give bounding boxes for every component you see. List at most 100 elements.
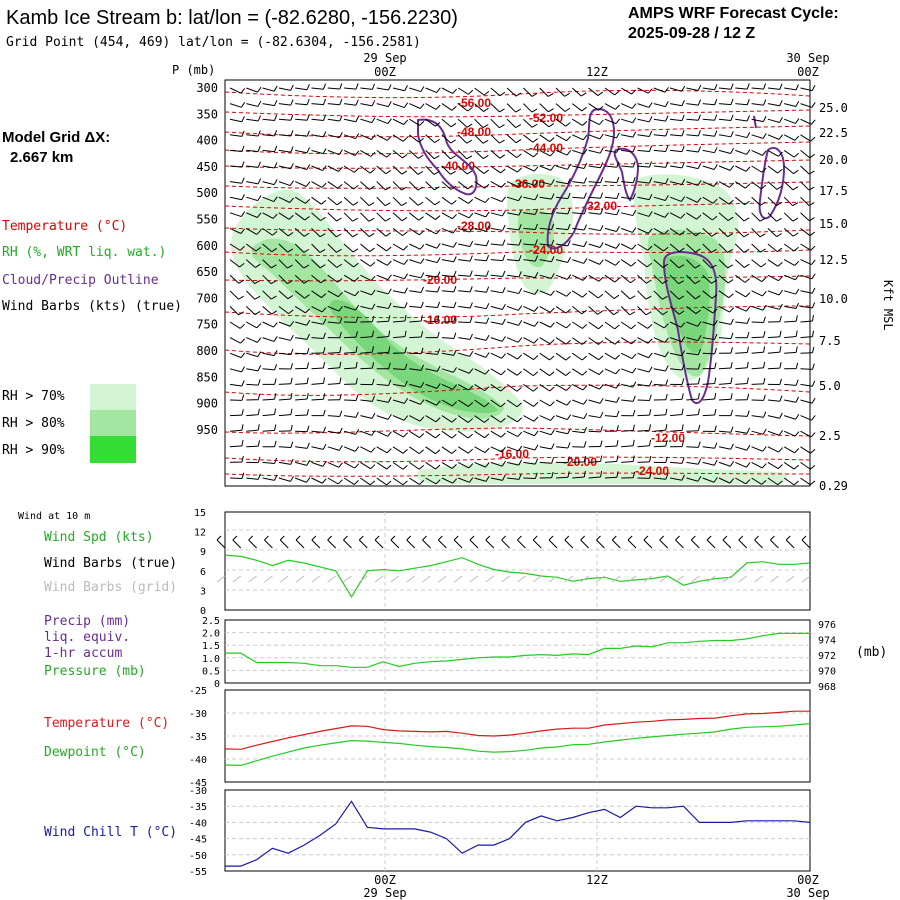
wind-barb-staff (702, 118, 715, 121)
wind-barb-flag (420, 315, 423, 322)
wind-barb-staff (360, 103, 373, 107)
wind-barb-staff (360, 259, 371, 267)
wind-barb-flag (501, 304, 506, 310)
wind-barb-staff (278, 196, 290, 203)
wind-barb-flag (648, 116, 653, 123)
wind-barb-staff (637, 290, 647, 300)
wind-barb-staff (637, 259, 648, 268)
wind-barb-flag (517, 167, 523, 173)
wind-barb-flag (433, 155, 440, 160)
wind-barb-flag (631, 89, 637, 95)
wind-barb-staff (572, 165, 585, 169)
wind-barb-staff (669, 196, 682, 202)
wind-barb-staff (784, 290, 796, 295)
wind-barb-true (754, 539, 763, 549)
wind-barb-true (738, 539, 748, 549)
wind-barb-flag (564, 107, 571, 112)
wind-barb-flag (665, 130, 669, 137)
wind-barb-staff (490, 212, 503, 217)
wind-barb-flag (583, 258, 588, 264)
wind-barb-staff (392, 196, 402, 206)
wind-barb-flag (352, 217, 359, 222)
wind-barb-flag (371, 430, 376, 436)
wind-barb-staff (262, 196, 274, 203)
wind-barb-flag (417, 201, 424, 206)
wind-barb-flag (547, 93, 554, 97)
wind-barb-flag (665, 161, 669, 168)
wind-barb-staff (506, 118, 517, 128)
wind-barb-staff (555, 196, 568, 200)
rh-legend-70: RH > 70% (2, 389, 65, 404)
wind-barb-flag (713, 181, 718, 187)
wind-barb-flag (241, 177, 245, 184)
wind-barb-staff (800, 259, 812, 265)
wind-barb-flag (811, 259, 816, 265)
wind-barb-flag (763, 377, 766, 385)
wind-barb-flag (600, 208, 604, 215)
wind-barb-true (422, 539, 431, 549)
wind-barb-flag (518, 239, 522, 246)
wind-barb-staff (409, 87, 421, 93)
wind-barb-staff (474, 383, 485, 392)
wind-barb-flag (419, 244, 425, 250)
wind-barb-flag (241, 394, 245, 401)
wind-barb-flag (549, 386, 555, 392)
wind-barb-staff (718, 398, 732, 401)
wind-barb-staff (425, 165, 435, 175)
wind-barb-flag (484, 402, 490, 408)
wind-barb-staff (718, 196, 730, 205)
wind-barb-flag (567, 240, 571, 247)
legend-wind-barbs-true: Wind Barbs (true) (44, 556, 177, 571)
wind-chill-yticks: -55-50-45-40-35-30 (189, 786, 207, 878)
wind-barb-staff (457, 383, 470, 391)
wind-barb-flag (648, 366, 653, 373)
wind-barb-flag (322, 377, 325, 384)
wind-barb-flag (272, 213, 278, 219)
wind-barb-flag (287, 295, 294, 300)
wind-barb-true-flag (311, 535, 317, 541)
wind-barb-grid (343, 575, 352, 583)
wind-barb-flag (714, 377, 717, 384)
wind-barb-staff (718, 290, 730, 299)
wind-barb-staff (539, 290, 551, 296)
wind-barb-staff (425, 430, 436, 439)
wind-barb-staff (441, 196, 452, 205)
pressure-tick-label: 900 (196, 397, 218, 411)
wind-barb-flag (468, 89, 474, 95)
wind-barb-staff (751, 165, 763, 173)
wind-barb-flag (355, 316, 359, 323)
wind-barb-flag (339, 317, 343, 324)
wind-barb-staff (735, 382, 748, 385)
wind-barb-grid (611, 575, 621, 583)
wind-barb-true (264, 539, 273, 549)
wind-barb-true (343, 539, 352, 549)
wind-barb-grid (422, 575, 431, 583)
wind-barb-staff (246, 227, 257, 235)
wind-barb-flag (287, 264, 293, 269)
wind-barb-flag (681, 364, 685, 371)
wind-barb-flag (419, 480, 425, 485)
wind-barb-flag (580, 92, 587, 97)
wind-barb-flag (600, 192, 604, 199)
wind-barb-grid (722, 575, 732, 583)
wind-barb-staff (767, 196, 777, 206)
wind-barb-flag (778, 447, 783, 453)
wind-barb-flag (500, 402, 506, 408)
wind-barb-flag (567, 428, 571, 434)
wind-barb-staff (506, 181, 519, 187)
temperature-contour (224, 275, 811, 282)
wind-barb-staff (360, 87, 373, 90)
wind-barb-staff (800, 383, 813, 387)
wind-barb-flag (534, 444, 539, 451)
wind-barb-staff (490, 477, 503, 481)
wind-barb-flag (567, 223, 571, 230)
wind-barb-staff (572, 461, 585, 463)
wind-barb-flag (371, 100, 376, 107)
wind-barb-flag (515, 92, 522, 97)
wind-barb-staff (751, 118, 764, 123)
wind-barb-flag (452, 478, 458, 484)
wind-barb-staff (408, 165, 419, 175)
wind-barb-staff (604, 321, 616, 330)
wind-barb-flag (778, 430, 784, 436)
wind-barb-staff (311, 181, 323, 188)
